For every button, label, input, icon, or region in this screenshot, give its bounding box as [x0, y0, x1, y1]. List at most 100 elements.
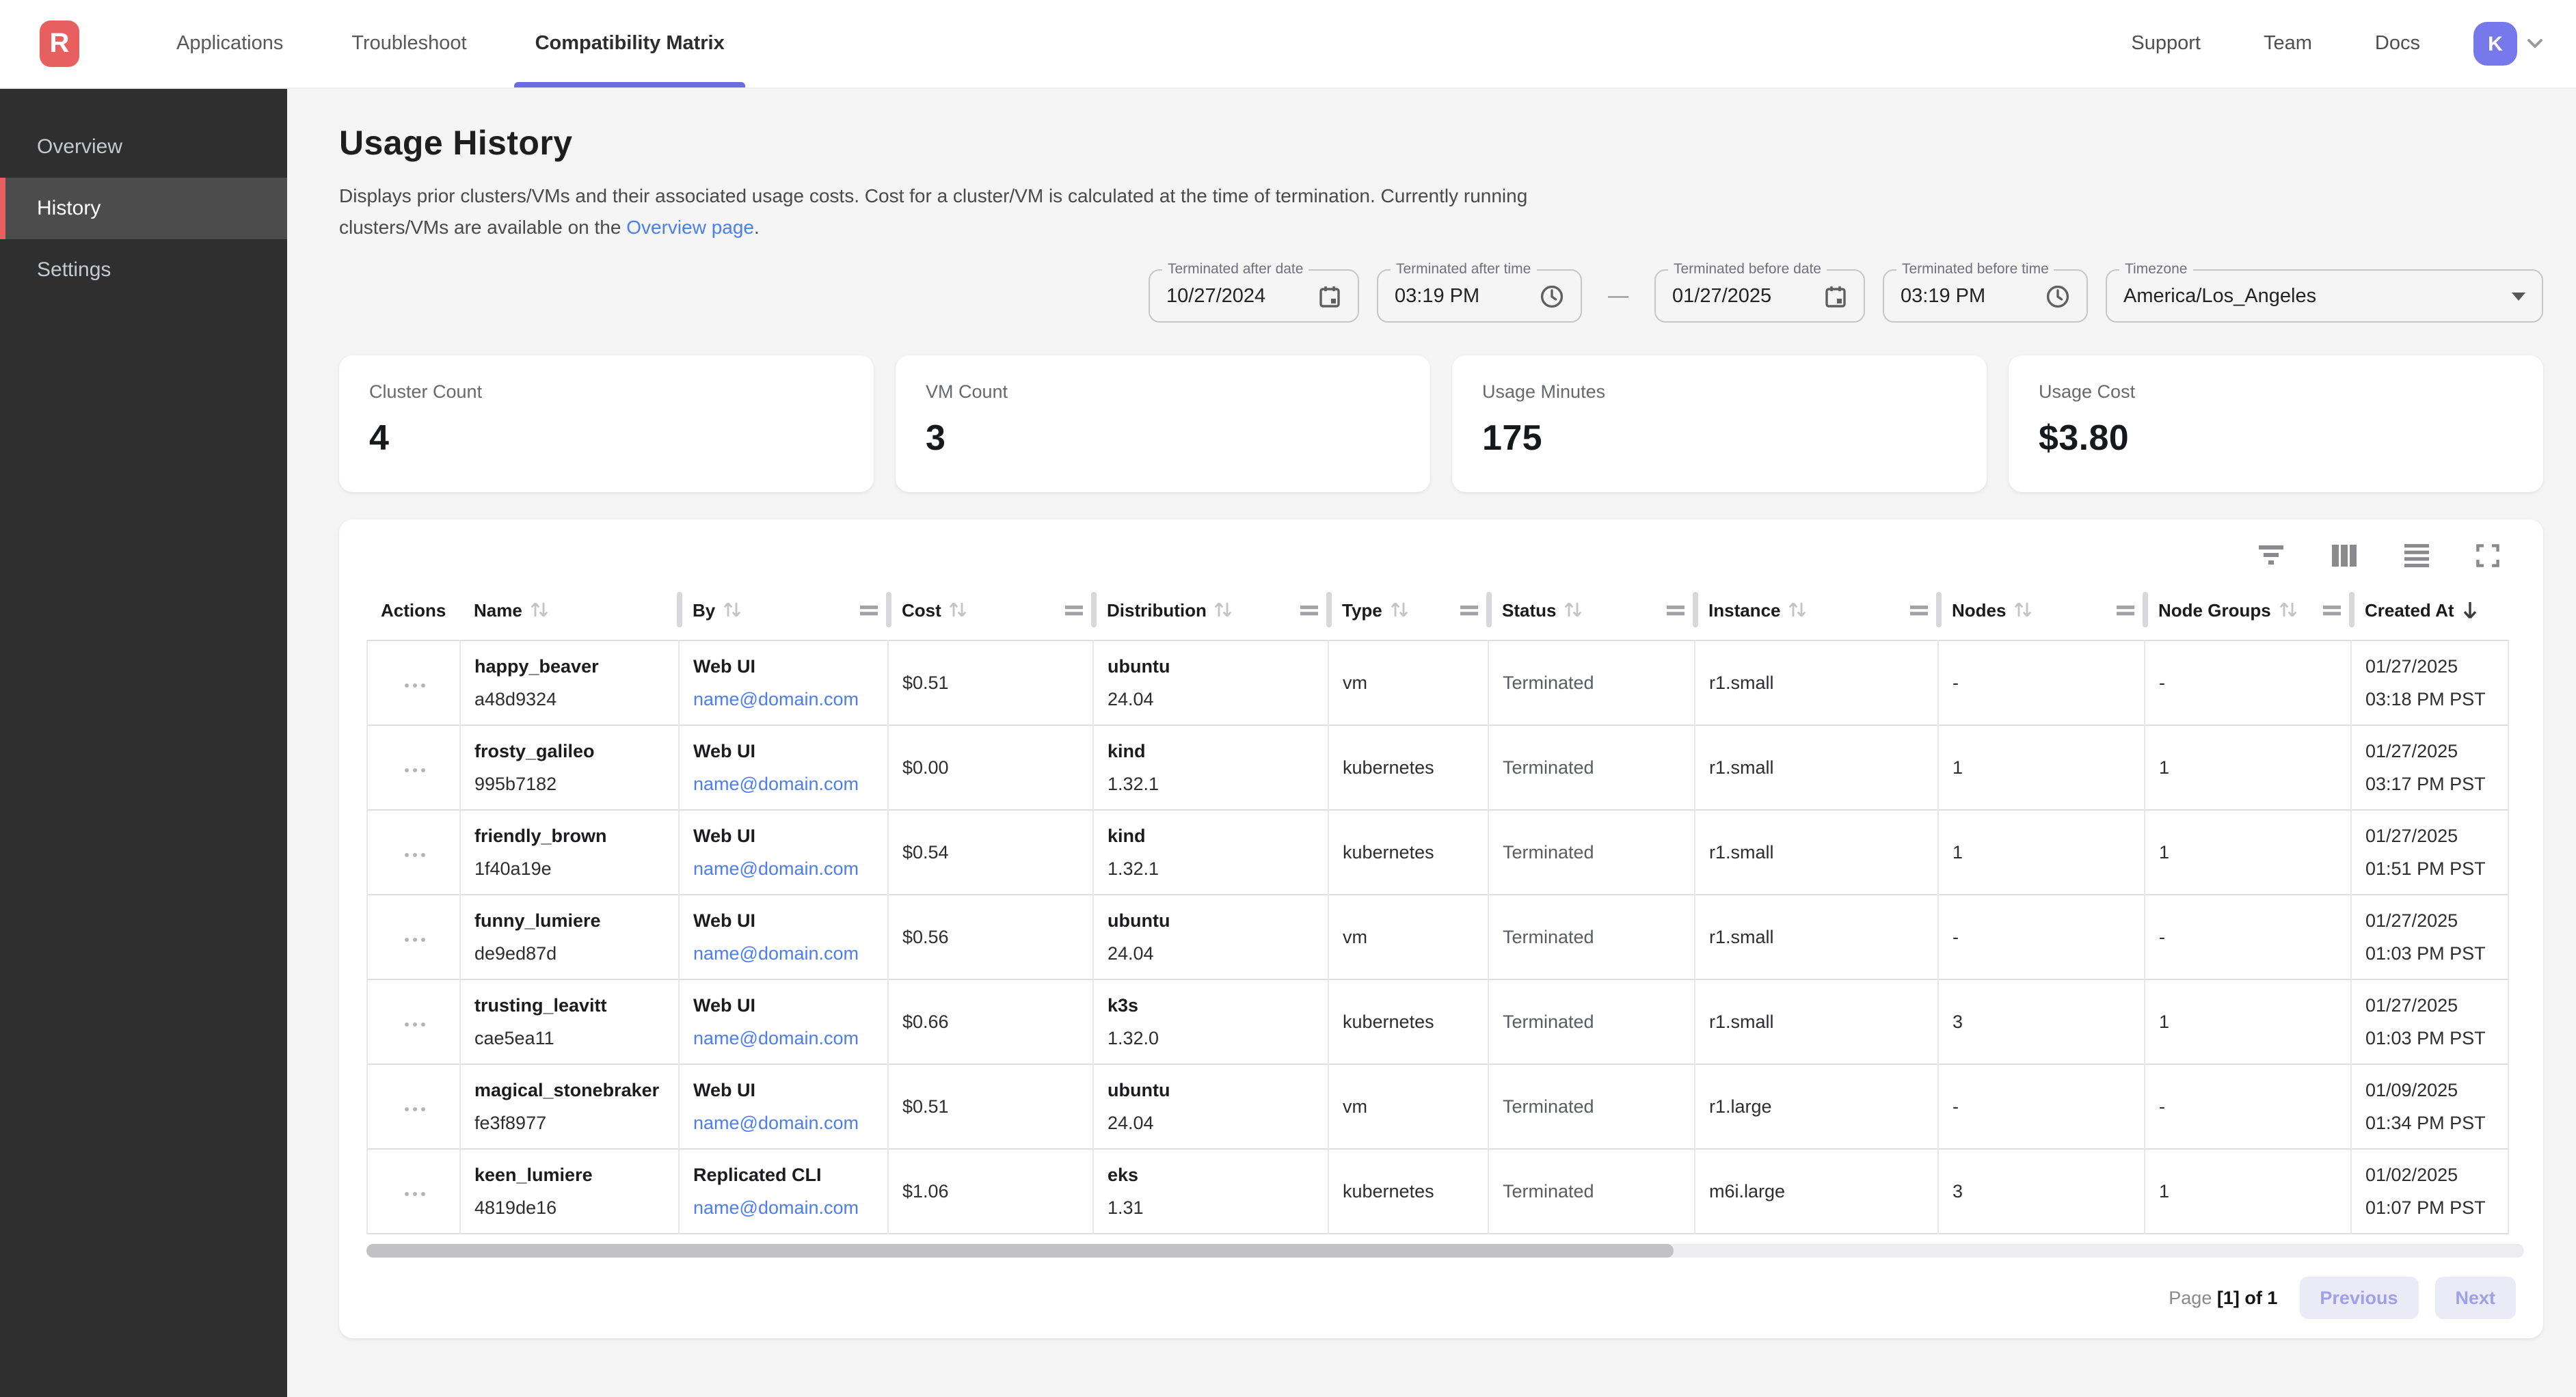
row-actions-button[interactable] [399, 678, 431, 694]
cell-type: kubernetes [1328, 979, 1489, 1064]
column-menu-icon[interactable] [1909, 603, 1927, 616]
stat-cluster-count: Cluster Count 4 [339, 355, 874, 493]
nav-link-team[interactable]: Team [2263, 33, 2312, 55]
calendar-icon[interactable] [1824, 284, 1847, 309]
row-actions-button[interactable] [399, 763, 431, 778]
column-resize-handle[interactable] [1486, 592, 1491, 628]
column-menu-icon[interactable] [2322, 603, 2340, 616]
terminated-before-date-field[interactable]: Terminated before date 01/27/2025 [1654, 261, 1865, 323]
columns-icon[interactable] [2331, 544, 2357, 567]
sidebar-item-overview[interactable]: Overview [37, 135, 123, 159]
cell-node-groups: - [2145, 1063, 2352, 1149]
cell-status: Terminated [1488, 894, 1695, 979]
col-header-by[interactable]: By [679, 580, 891, 640]
column-resize-handle[interactable] [1935, 592, 1941, 628]
column-menu-icon[interactable] [859, 603, 877, 616]
email-link[interactable]: name@domain.com [693, 688, 859, 709]
table-row: keen_lumiere 4819de16 Replicated CLI name@… [366, 1148, 2509, 1234]
chevron-down-icon[interactable] [2527, 38, 2543, 49]
cell-cost: $1.06 [888, 1148, 1094, 1234]
column-resize-handle[interactable] [1326, 592, 1331, 628]
select-caret-icon[interactable] [2512, 292, 2525, 301]
tab-compatibility-matrix[interactable]: Compatibility Matrix [501, 0, 759, 87]
overview-page-link[interactable]: Overview page [626, 215, 754, 238]
row-actions-button[interactable] [399, 847, 431, 863]
avatar[interactable]: K [2473, 22, 2517, 66]
row-actions-button[interactable] [399, 1186, 431, 1202]
filter-icon[interactable] [2257, 545, 2285, 567]
email-link[interactable]: name@domain.com [693, 1027, 859, 1048]
table-row: happy_beaver a48d9324 Web UI name@domain.c… [366, 640, 2509, 725]
col-header-type[interactable]: Type [1328, 580, 1491, 640]
row-actions-button[interactable] [399, 1102, 431, 1117]
stat-vm-count: VM Count 3 [896, 355, 1430, 493]
cell-created-at: 01/27/2025 01:03 PM PST [2351, 894, 2509, 979]
app-logo[interactable]: R [40, 21, 79, 67]
cell-type: vm [1328, 1063, 1489, 1149]
column-resize-handle[interactable] [1090, 592, 1096, 628]
cell-type: kubernetes [1328, 724, 1489, 810]
column-menu-icon[interactable] [1460, 603, 1477, 616]
col-header-nodes[interactable]: Nodes [1938, 580, 2147, 640]
sort-icon [1565, 602, 1582, 617]
column-resize-handle[interactable] [2142, 592, 2147, 628]
nav-link-docs[interactable]: Docs [2374, 33, 2420, 55]
col-header-instance[interactable]: Instance [1695, 580, 1941, 640]
tab-applications[interactable]: Applications [176, 33, 284, 55]
tab-troubleshoot[interactable]: Troubleshoot [351, 33, 467, 55]
col-header-status[interactable]: Status [1488, 580, 1698, 640]
column-resize-handle[interactable] [1692, 592, 1698, 628]
table-row: frosty_galileo 995b7182 Web UI name@domain… [366, 724, 2509, 810]
cell-status: Terminated [1488, 1148, 1695, 1234]
terminated-before-time-field[interactable]: Terminated before time 03:19 PM [1883, 261, 2088, 323]
column-menu-icon[interactable] [1666, 603, 1684, 616]
fullscreen-icon[interactable] [2476, 543, 2499, 567]
col-header-cost[interactable]: Cost [888, 580, 1096, 640]
column-menu-icon[interactable] [1300, 603, 1317, 616]
email-link[interactable]: name@domain.com [693, 773, 859, 794]
cell-nodes: 3 [1938, 979, 2145, 1064]
density-icon[interactable] [2404, 543, 2430, 567]
cell-status: Terminated [1488, 724, 1695, 810]
cell-instance: r1.small [1695, 894, 1939, 979]
email-link[interactable]: name@domain.com [693, 1112, 859, 1133]
column-menu-icon[interactable] [2116, 603, 2134, 616]
col-header-name[interactable]: Name [460, 580, 682, 640]
email-link[interactable]: name@domain.com [693, 942, 859, 964]
cell-cost: $0.00 [888, 724, 1094, 810]
column-resize-handle[interactable] [885, 592, 891, 628]
terminated-after-date-field[interactable]: Terminated after date 10/27/2024 [1149, 261, 1359, 323]
sidebar-item-settings[interactable]: Settings [37, 258, 111, 282]
cell-name: keen_lumiere 4819de16 [460, 1148, 680, 1234]
clock-icon[interactable] [2045, 284, 2070, 309]
email-link[interactable]: name@domain.com [693, 858, 859, 879]
timezone-select[interactable]: Timezone America/Los_Angeles [2106, 261, 2543, 323]
stat-usage-cost: Usage Cost $3.80 [2009, 355, 2543, 493]
cell-nodes: 1 [1938, 809, 2145, 895]
row-actions-button[interactable] [399, 1017, 431, 1033]
column-resize-handle[interactable] [2348, 592, 2354, 628]
calendar-icon[interactable] [1318, 284, 1341, 309]
nav-link-support[interactable]: Support [2131, 33, 2201, 55]
row-actions-button[interactable] [399, 932, 431, 948]
col-header-created-at[interactable]: Created At [2351, 580, 2508, 640]
cell-cost: $0.51 [888, 1063, 1094, 1149]
previous-page-button[interactable]: Previous [2299, 1276, 2419, 1319]
cell-by: Web UI name@domain.com [679, 640, 889, 725]
clock-icon[interactable] [1540, 284, 1564, 309]
sidebar-item-history[interactable]: History [0, 178, 287, 239]
email-link[interactable]: name@domain.com [693, 1197, 859, 1218]
column-menu-icon[interactable] [1064, 603, 1082, 616]
col-header-distribution[interactable]: Distribution [1093, 580, 1331, 640]
terminated-after-time-field[interactable]: Terminated after time 03:19 PM [1377, 261, 1582, 323]
next-page-button[interactable]: Next [2434, 1276, 2516, 1319]
horizontal-scrollbar-thumb[interactable] [366, 1243, 1674, 1258]
col-header-node-groups[interactable]: Node Groups [2145, 580, 2354, 640]
nav-right: Support Team Docs K [2099, 22, 2576, 66]
cell-actions [366, 979, 461, 1064]
cell-actions [366, 640, 461, 725]
sort-icon [950, 602, 967, 617]
cell-cost: $0.66 [888, 979, 1094, 1064]
sidebar: Overview History Settings [0, 89, 287, 1397]
column-resize-handle[interactable] [676, 592, 682, 628]
